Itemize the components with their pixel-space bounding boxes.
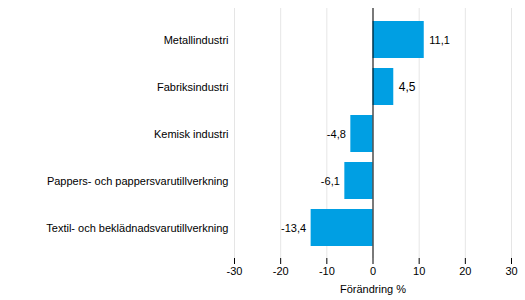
svg-text:Pappers- och pappersvarutillve: Pappers- och pappersvarutillverkning bbox=[47, 175, 229, 187]
svg-text:10: 10 bbox=[413, 265, 425, 277]
svg-text:-4,8: -4,8 bbox=[327, 128, 346, 140]
svg-text:-10: -10 bbox=[319, 265, 335, 277]
svg-text:Metallindustri: Metallindustri bbox=[164, 34, 229, 46]
svg-text:-20: -20 bbox=[273, 265, 289, 277]
svg-text:Textil- och beklädnadsvarutill: Textil- och beklädnadsvarutillverkning bbox=[46, 222, 228, 234]
svg-text:Fabriksindustri: Fabriksindustri bbox=[157, 81, 229, 93]
svg-text:30: 30 bbox=[505, 265, 517, 277]
svg-text:4,5: 4,5 bbox=[399, 80, 416, 94]
svg-text:-13,4: -13,4 bbox=[281, 222, 306, 234]
svg-text:20: 20 bbox=[459, 265, 471, 277]
svg-text:Kemisk industri: Kemisk industri bbox=[154, 128, 229, 140]
svg-text:0: 0 bbox=[370, 265, 376, 277]
svg-text:-30: -30 bbox=[227, 265, 243, 277]
svg-text:Förändring %: Förändring % bbox=[340, 283, 406, 295]
svg-text:-6,1: -6,1 bbox=[321, 175, 340, 187]
svg-text:11,1: 11,1 bbox=[429, 34, 450, 46]
